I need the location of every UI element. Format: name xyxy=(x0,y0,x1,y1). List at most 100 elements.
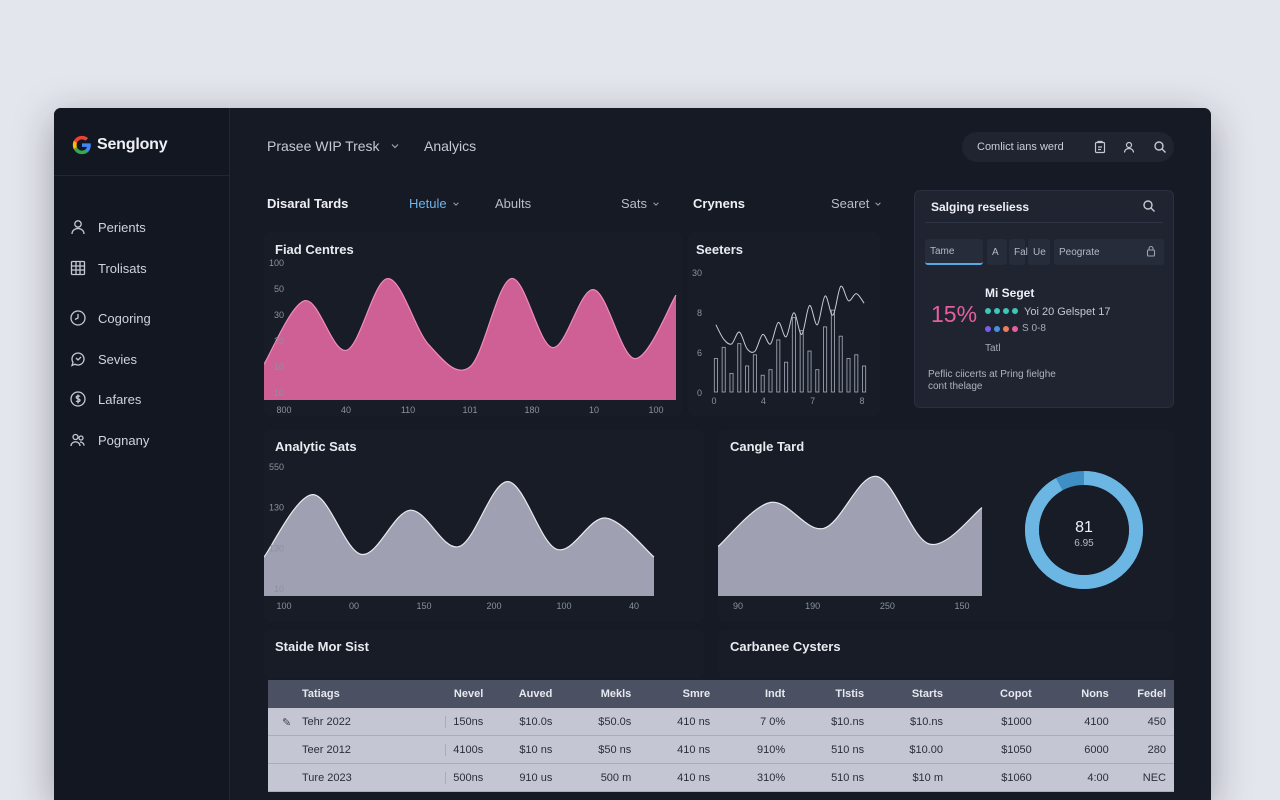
search-icon[interactable] xyxy=(1152,139,1168,155)
chip-a[interactable]: A xyxy=(987,239,1007,265)
table-cell: Tehr 2022 ✎ xyxy=(268,715,446,729)
column-header[interactable]: Tlstis xyxy=(835,688,865,700)
sidebar-item-perients[interactable]: Perients xyxy=(68,217,146,237)
chip-peograte[interactable]: Peograte xyxy=(1054,239,1164,265)
table-cell: $1050 xyxy=(1001,743,1032,756)
brand[interactable]: Senglony xyxy=(71,134,168,156)
chip-label: A xyxy=(992,246,999,258)
table-cell: Ture 2023 xyxy=(268,771,446,784)
chip-fal[interactable]: Fal xyxy=(1009,239,1028,265)
column-header[interactable]: Smre xyxy=(682,688,711,700)
table-cell: 450 xyxy=(1147,715,1166,728)
tab-abults[interactable]: Abults xyxy=(495,196,531,211)
column-header[interactable]: Nevel xyxy=(453,688,484,700)
cangle-tard-panel: Cangle Tard 90 190 250 150 81 6.95 xyxy=(718,430,1174,622)
footer-note: cont thelage xyxy=(928,381,983,392)
chip-tame[interactable]: Tame xyxy=(925,239,983,265)
bar xyxy=(823,326,828,393)
tab-disaral-tards[interactable]: Disaral Tards xyxy=(267,196,348,211)
table-cell: 510 ns xyxy=(831,743,865,756)
column-header[interactable]: Tatiags xyxy=(302,688,340,700)
table-cell: $1060 xyxy=(1001,771,1032,784)
column-header[interactable]: Nons xyxy=(1081,688,1109,700)
x-tick-label: 180 xyxy=(524,405,539,415)
x-tick-label: 150 xyxy=(954,601,969,611)
sidebar-item-label: Pognany xyxy=(98,432,150,448)
chevron-down-icon xyxy=(452,201,459,206)
tab-hetule[interactable]: Hetule xyxy=(409,196,460,211)
x-tick-label: 8 xyxy=(859,396,864,406)
user-icon[interactable] xyxy=(1121,139,1137,155)
sidebar-item-label: Lafares xyxy=(98,391,142,407)
table-icon xyxy=(68,258,88,278)
tab-label: Sats xyxy=(621,196,648,211)
panel-title: Seeters xyxy=(696,242,743,257)
bar xyxy=(729,372,734,393)
chip-ue[interactable]: Ue xyxy=(1028,239,1050,265)
search-icon[interactable] xyxy=(1142,199,1156,218)
dollar-icon xyxy=(68,389,88,409)
bar xyxy=(752,354,757,393)
table-row[interactable]: Teer 2012 4100s $10 ns $50 ns 410 ns 910% 510 … xyxy=(268,736,1174,764)
x-tick-label: 00 xyxy=(349,601,359,611)
y-tick-label: 6 xyxy=(697,348,702,358)
y-tick-label: 130 xyxy=(269,543,284,553)
panel-title: Salging reseliess xyxy=(931,200,1030,214)
app-window: Senglony Perients Trolisats Cogoring Sev… xyxy=(54,108,1211,800)
area-line xyxy=(264,277,677,371)
table-cell: $1000 xyxy=(1001,715,1032,728)
tab-sats[interactable]: Sats xyxy=(621,196,660,211)
analytics-label: Analyics xyxy=(424,138,477,154)
status-dot xyxy=(1012,326,1018,332)
column-header[interactable]: Copot xyxy=(1000,688,1032,700)
sidebar-item-trolisats[interactable]: Trolisats xyxy=(68,258,147,278)
x-tick-label: 800 xyxy=(276,405,291,415)
top-search-pill[interactable]: Comlict ians werd xyxy=(962,132,1174,162)
table-cell: $10 ns xyxy=(519,743,553,756)
tab-searet[interactable]: Searet xyxy=(831,196,882,211)
table-row[interactable]: Ture 2023 500ns 910 us 500 m 410 ns 310% 510 n… xyxy=(268,764,1174,792)
sidebar-item-sevies[interactable]: Sevies xyxy=(68,349,137,369)
pencil-icon[interactable]: ✎ xyxy=(282,716,292,729)
table-cell: $10.00 xyxy=(909,743,944,756)
column-header[interactable]: Mekls xyxy=(600,688,632,700)
sidebar-item-pognany[interactable]: Pognany xyxy=(68,430,149,450)
google-logo-icon xyxy=(72,135,91,155)
y-tick-label: 10 xyxy=(274,388,284,398)
tab-label: Hetule xyxy=(409,196,447,211)
carbanee-panel: Carbanee Cysters xyxy=(718,630,1174,678)
tab-label: Abults xyxy=(495,196,532,211)
tab-crynens[interactable]: Crynens xyxy=(693,196,745,211)
footer-note: Peflic ciicerts at Pring fielghe xyxy=(928,369,1056,380)
clipboard-icon[interactable] xyxy=(1092,139,1108,155)
y-tick-label: 130 xyxy=(269,503,284,513)
x-tick-label: 0 xyxy=(711,396,716,406)
bar xyxy=(721,346,726,393)
table-row[interactable]: Tehr 2022 ✎ 150ns $10.0s $50.0s 410 ns 7 0% $10… xyxy=(268,708,1174,736)
sidebar-item-cogoring[interactable]: Cogoring xyxy=(68,308,151,328)
x-tick-label: 7 xyxy=(810,396,815,406)
analytics-link[interactable]: Analyics xyxy=(424,138,476,154)
table-cell: 4100 xyxy=(1084,715,1109,728)
project-title: Prasee WIP Tresk xyxy=(267,138,380,154)
fiad-area-chart: 800 40 110 101 180 10 100 100 50 30 20 10 10 xyxy=(264,258,677,415)
area-line xyxy=(264,480,655,558)
project-selector[interactable]: Prasee WIP Tresk xyxy=(267,138,400,154)
column-header[interactable]: Fedel xyxy=(1137,688,1166,700)
chevron-down-icon xyxy=(391,144,398,149)
status-dot xyxy=(994,326,1000,332)
analytic-sats-panel: Analytic Sats 100 00 150 200 100 40 550 130 130 1… xyxy=(264,430,704,622)
bar xyxy=(815,369,820,393)
column-header[interactable]: Starts xyxy=(911,688,944,700)
table-cell: $50 ns xyxy=(598,743,632,756)
sidebar-item-lafares[interactable]: Lafares xyxy=(68,389,141,409)
column-header[interactable]: Indt xyxy=(765,688,786,700)
chip-label: Fal xyxy=(1014,246,1028,258)
bar xyxy=(784,361,789,393)
sidebar-item-label: Perients xyxy=(98,219,146,235)
lock-icon xyxy=(1146,245,1156,260)
y-tick-label: 10 xyxy=(274,362,284,372)
table-cell: $10 m xyxy=(912,771,944,784)
sidebar-divider xyxy=(54,175,230,176)
column-header[interactable]: Auved xyxy=(518,688,553,700)
